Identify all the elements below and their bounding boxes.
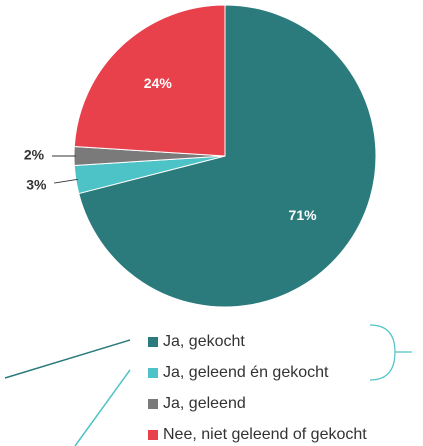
pie-slice xyxy=(78,4,377,308)
legend-swatch xyxy=(148,430,158,440)
decor-bracket xyxy=(369,324,412,381)
data-label: 24% xyxy=(144,75,173,91)
legend-swatch xyxy=(148,337,158,347)
legend-label: Ja, geleend én gekocht xyxy=(163,364,329,381)
data-label: 3% xyxy=(26,177,47,193)
legend-label: Nee, niet geleend of gekocht xyxy=(163,426,367,443)
legend-swatch xyxy=(148,368,158,378)
legend-label: Ja, gekocht xyxy=(163,333,245,350)
decor-line xyxy=(74,369,131,446)
data-label: 71% xyxy=(289,207,318,223)
pie-slice xyxy=(73,4,226,157)
legend-label: Ja, geleend xyxy=(163,395,246,412)
leader-line xyxy=(54,178,78,184)
legend-swatch xyxy=(148,399,158,409)
decor-line xyxy=(4,339,131,379)
data-label: 2% xyxy=(24,147,45,163)
